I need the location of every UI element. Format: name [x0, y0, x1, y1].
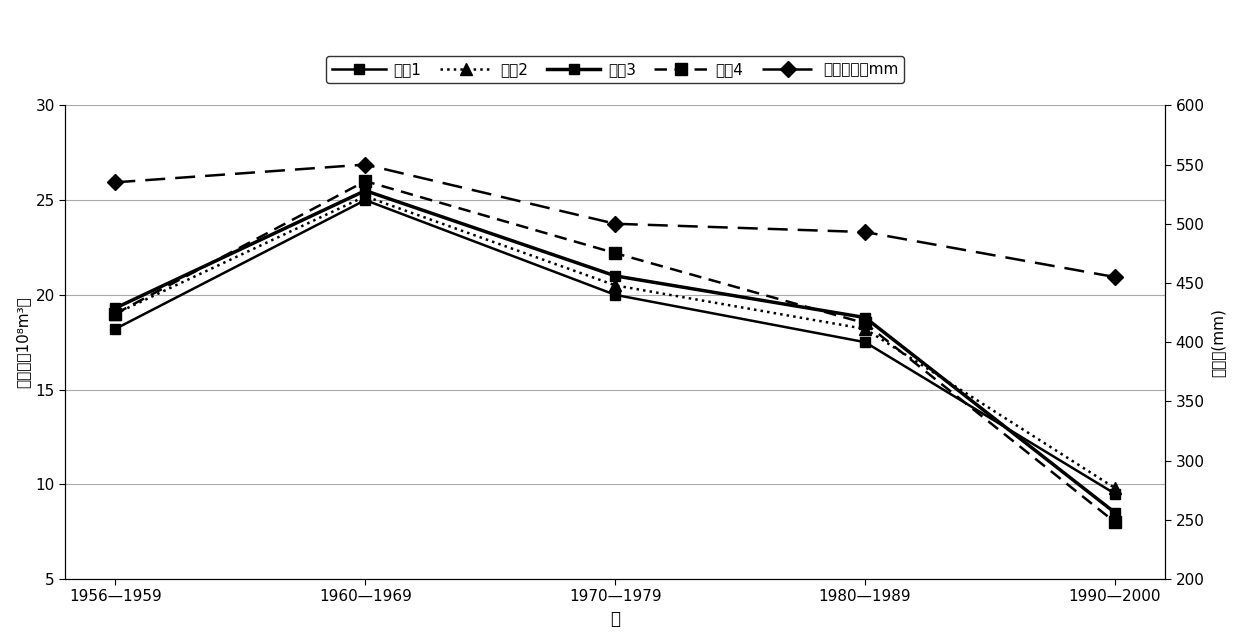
年均降雨量mm: [358, 161, 373, 168]
情景4: [108, 310, 123, 318]
Legend: 情景1, 情景2, 情景3, 情景4, 年均降雨量mm: 情景1, 情景2, 情景3, 情景4, 年均降雨量mm: [326, 56, 904, 84]
情景2: [858, 325, 873, 333]
Line: 情景2: 情景2: [110, 191, 1121, 494]
X-axis label: 年: 年: [610, 610, 620, 628]
情景2: [608, 282, 622, 289]
年均降雨量mm: [858, 228, 873, 236]
情景3: [1107, 509, 1122, 516]
Y-axis label: 径流量（10⁸m³）: 径流量（10⁸m³）: [15, 296, 30, 388]
Line: 情景3: 情景3: [110, 186, 1120, 518]
情景2: [358, 192, 373, 200]
Line: 情景1: 情景1: [110, 195, 1120, 498]
情景2: [108, 310, 123, 318]
情景4: [358, 177, 373, 185]
年均降雨量mm: [1107, 273, 1122, 281]
Y-axis label: 降水量(mm): 降水量(mm): [1210, 308, 1225, 377]
情景3: [858, 314, 873, 322]
情景2: [1107, 484, 1122, 492]
情景1: [1107, 490, 1122, 498]
情景3: [108, 304, 123, 312]
情景1: [108, 325, 123, 333]
年均降雨量mm: [608, 220, 622, 228]
情景4: [1107, 518, 1122, 526]
情景1: [608, 291, 622, 299]
情景4: [858, 320, 873, 327]
Line: 年均降雨量mm: 年均降雨量mm: [110, 159, 1121, 283]
情景4: [608, 249, 622, 257]
情景1: [358, 196, 373, 204]
情景3: [358, 186, 373, 194]
Line: 情景4: 情景4: [109, 175, 1121, 529]
情景3: [608, 272, 622, 280]
情景1: [858, 338, 873, 346]
年均降雨量mm: [108, 179, 123, 186]
